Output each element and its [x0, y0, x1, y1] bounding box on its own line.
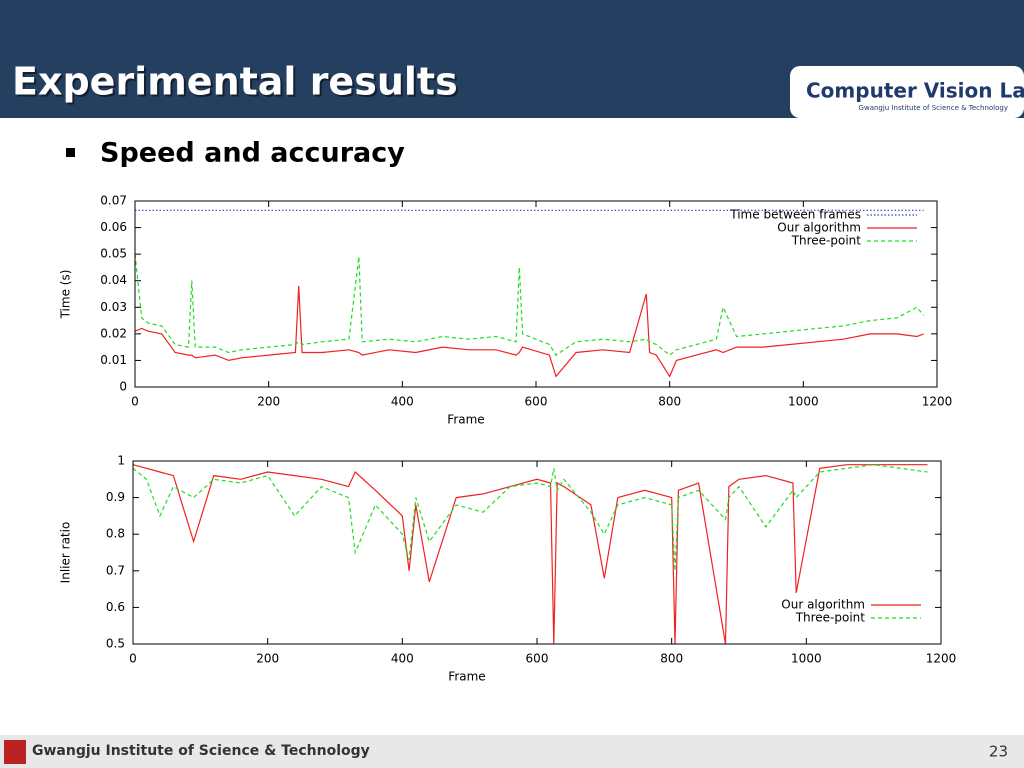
x-tick-label: 1200	[926, 652, 957, 666]
logo-box	[790, 66, 1024, 118]
legend-label: Our algorithm	[777, 221, 861, 235]
footer-logo	[4, 740, 26, 764]
page-number: 23	[989, 743, 1008, 761]
y-tick-label: 0.9	[106, 490, 125, 504]
x-tick-label: 0	[129, 652, 137, 666]
bullet-mark	[66, 148, 75, 157]
slide-title: Experimental results	[12, 60, 458, 104]
legend-label: Our algorithm	[781, 598, 865, 612]
legend-label: Time between frames	[729, 208, 861, 222]
x-tick-label: 400	[391, 652, 414, 666]
y-tick-label: 0.03	[100, 300, 127, 314]
x-tick-label: 1000	[788, 395, 819, 409]
x-tick-label: 400	[391, 395, 414, 409]
logo: Computer Vision Lab	[806, 79, 1024, 103]
charts: 0 0.01 0.02 0.03 0.04 0.05 0.06 0.07 0 200 400 600 8…	[59, 194, 957, 684]
x-axis-label: Frame	[447, 413, 484, 427]
series-line	[134, 254, 925, 356]
y-axis-label: Inlier ratio	[59, 522, 73, 584]
series-line	[132, 464, 928, 645]
x-tick-label: 0	[131, 395, 139, 409]
y-tick-label: 0.5	[106, 637, 125, 651]
x-axis-label: Frame	[448, 670, 485, 684]
y-tick-label: 1	[117, 454, 125, 468]
x-tick-label: 800	[658, 395, 681, 409]
legend-label: Three-point	[791, 234, 862, 248]
y-axis-label: Time (s)	[59, 270, 73, 320]
x-tick-label: 1000	[791, 652, 822, 666]
x-tick-label: 600	[526, 652, 549, 666]
footer: Gwangju Institute of Science & Technolog…	[32, 743, 370, 759]
legend-label: Three-point	[795, 611, 866, 625]
y-tick-label: 0.05	[100, 247, 127, 261]
title-shadow: Experimental results	[14, 62, 460, 106]
x-tick-label: 200	[257, 395, 280, 409]
x-tick-label: 600	[525, 395, 548, 409]
y-tick-label: 0.06	[100, 220, 127, 234]
y-tick-label: 0.02	[100, 326, 127, 340]
y-tick-label: 0.07	[100, 194, 127, 208]
plot-border	[134, 200, 938, 388]
x-tick-label: 800	[660, 652, 683, 666]
series-line	[132, 464, 928, 571]
y-tick-label: 0.01	[100, 353, 127, 367]
footer-bar	[0, 735, 1024, 768]
y-tick-label: 0	[119, 380, 127, 394]
logo-subtitle: Gwangju Institute of Science & Technolog…	[859, 104, 1008, 112]
x-tick-label: 200	[256, 652, 279, 666]
y-tick-label: 0.8	[106, 527, 125, 541]
bullet: Speed and accuracy	[100, 138, 405, 169]
plot-border	[132, 460, 942, 645]
x-tick-label: 1200	[922, 395, 953, 409]
y-tick-label: 0.6	[106, 600, 125, 614]
y-tick-label: 0.7	[106, 563, 125, 577]
series-line	[134, 285, 924, 378]
y-tick-label: 0.04	[100, 273, 127, 287]
